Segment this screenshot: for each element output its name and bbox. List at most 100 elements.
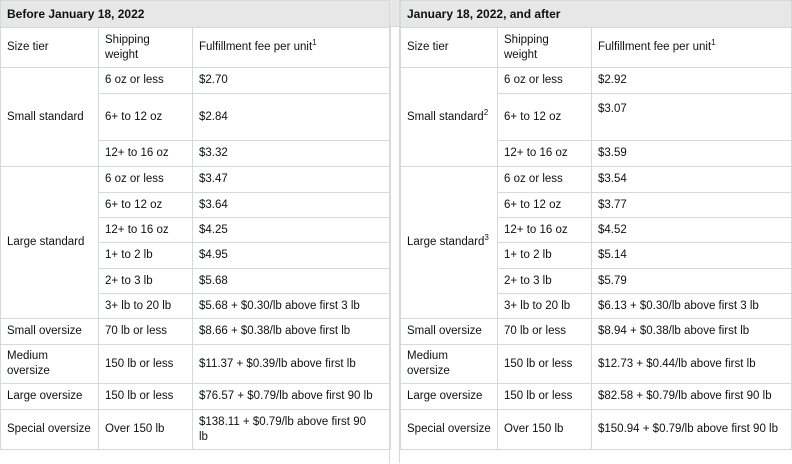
size-tier-cell-text: Special oversize bbox=[7, 423, 91, 435]
table-row: Small standard 6 oz or less $2.70 bbox=[0, 67, 391, 167]
shipping-weight-cell: 6 oz or less bbox=[497, 67, 592, 94]
table-row: Special oversize Over 150 lb $150.94 + $0.… bbox=[400, 409, 792, 450]
fee-cell-text: $76.57 + $0.79/lb above first 90 lb bbox=[199, 390, 373, 402]
fee-cell: $8.66 + $0.38/lb above first lb bbox=[192, 318, 391, 345]
fee-cell: $3.32 bbox=[192, 140, 391, 167]
fee-cell-text: $82.58 + $0.79/lb above first 90 lb bbox=[598, 390, 772, 402]
header-shipping-weight-text: Shipping weight bbox=[105, 33, 150, 61]
size-tier-cell: Small standard2 bbox=[400, 67, 498, 167]
size-tier-cell: Special oversize bbox=[400, 409, 498, 450]
shipping-weight-cell-text: 12+ to 16 oz bbox=[504, 147, 568, 159]
shipping-weight-cell: 6 oz or less bbox=[497, 166, 592, 193]
fee-cell: $2.84 bbox=[192, 93, 391, 141]
shipping-weight-cell: 12+ to 16 oz bbox=[98, 140, 193, 167]
size-tier-cell-text: Large standard bbox=[7, 236, 85, 248]
fee-cell-text: $5.79 bbox=[598, 274, 627, 287]
fee-cell-text: $138.11 + $0.79/lb above first 90 lb bbox=[199, 415, 366, 443]
header-shipping-weight-text: Shipping weight bbox=[504, 33, 549, 61]
shipping-weight-cell-text: 1+ to 2 lb bbox=[504, 249, 552, 261]
fee-cell: $82.58 + $0.79/lb above first 90 lb bbox=[590, 383, 792, 410]
fee-cell: $3.77 bbox=[590, 192, 792, 218]
shipping-weight-cell-text: Over 150 lb bbox=[105, 423, 165, 435]
table-row: 6+ to 12 oz $2.84 bbox=[1, 93, 391, 141]
size-tier-cell-text: Large standard bbox=[407, 236, 485, 248]
fee-cell: $5.68 + $0.30/lb above first 3 lb bbox=[192, 293, 391, 319]
shipping-weight-cell-text: 6+ to 12 oz bbox=[105, 110, 163, 123]
fee-table-before: Before January 18, 2022 Size tier Shipping… bbox=[0, 0, 391, 450]
table-divider bbox=[389, 0, 400, 463]
shipping-weight-cell: 6 oz or less bbox=[98, 166, 193, 193]
shipping-weight-cell-text: Over 150 lb bbox=[504, 423, 564, 435]
header-fulfillment-fee-text: Fulfillment fee per unit bbox=[199, 41, 313, 53]
footnote-ref: 2 bbox=[483, 107, 489, 117]
footnote-ref: 1 bbox=[711, 38, 716, 48]
shipping-weight-cell-text: 6 oz or less bbox=[105, 173, 164, 185]
shipping-weight-cell: 6 oz or less bbox=[98, 67, 193, 94]
size-tier-cell-text: Medium oversize bbox=[407, 350, 450, 377]
size-tier-cell: Large standard3 bbox=[400, 166, 498, 319]
table-row: 1+ to 2 lb $5.14 bbox=[401, 242, 792, 269]
shipping-weight-cell-text: 150 lb or less bbox=[105, 390, 174, 402]
section-title: January 18, 2022, and after bbox=[399, 0, 792, 28]
shipping-weight-cell: 1+ to 2 lb bbox=[497, 242, 592, 269]
header-size-tier: Size tier bbox=[0, 27, 99, 68]
fee-cell-text: $12.73 + $0.44/lb above first lb bbox=[598, 357, 756, 370]
section-title-text: Before January 18, 2022 bbox=[7, 6, 145, 21]
table-row: 3+ lb to 20 lb $5.68 + $0.30/lb above fir… bbox=[1, 293, 391, 319]
size-tier-cell-text: Large oversize bbox=[7, 390, 83, 402]
shipping-weight-cell: 70 lb or less bbox=[497, 318, 592, 345]
fee-cell: $5.79 bbox=[590, 268, 792, 294]
shipping-weight-cell-text: 6 oz or less bbox=[504, 74, 563, 86]
shipping-weight-cell-text: 6+ to 12 oz bbox=[504, 198, 562, 211]
fee-table-after: January 18, 2022, and after Size tier Ship… bbox=[399, 0, 792, 450]
size-tier-cell: Small oversize bbox=[400, 318, 498, 345]
fee-cell-text: $2.92 bbox=[598, 74, 627, 86]
fee-cell-text: $3.07 bbox=[598, 103, 627, 115]
fee-cell: $5.14 bbox=[590, 242, 792, 269]
fee-cell: $3.07 bbox=[590, 93, 792, 141]
shipping-weight-cell: 6+ to 12 oz bbox=[98, 93, 193, 141]
shipping-weight-cell: 6+ to 12 oz bbox=[497, 192, 592, 218]
fee-cell-text: $8.66 + $0.38/lb above first lb bbox=[199, 325, 351, 337]
fee-cell-text: $150.94 + $0.79/lb above first 90 lb bbox=[598, 423, 778, 435]
fee-cell: $3.47 bbox=[192, 166, 391, 193]
size-tier-cell: Large standard bbox=[0, 166, 99, 319]
shipping-weight-cell-text: 6+ to 12 oz bbox=[504, 110, 562, 123]
footnote-ref: 3 bbox=[484, 233, 489, 243]
fee-cell-text: $5.14 bbox=[598, 249, 627, 261]
size-tier-cell: Medium oversize bbox=[0, 344, 99, 384]
section-title: Before January 18, 2022 bbox=[0, 0, 391, 28]
shipping-weight-cell: 6+ to 12 oz bbox=[497, 93, 592, 141]
fee-cell: $3.54 bbox=[590, 166, 792, 193]
shipping-weight-cell-text: 12+ to 16 oz bbox=[105, 223, 169, 236]
shipping-weight-cell: 2+ to 3 lb bbox=[497, 268, 592, 294]
size-tier-cell: Large oversize bbox=[0, 383, 99, 410]
shipping-weight-cell: 6+ to 12 oz bbox=[98, 192, 193, 218]
shipping-weight-cell-text: 70 lb or less bbox=[105, 325, 168, 337]
fee-cell: $76.57 + $0.79/lb above first 90 lb bbox=[192, 383, 391, 410]
size-tier-cell-text: Special oversize bbox=[407, 423, 491, 435]
size-tier-cell-text: Small standard bbox=[7, 110, 84, 123]
shipping-weight-cell: 150 lb or less bbox=[98, 344, 193, 384]
size-tier-cell: Special oversize bbox=[0, 409, 99, 450]
section-title-text: January 18, 2022, and after bbox=[407, 6, 561, 21]
fee-cell-text: $2.84 bbox=[199, 110, 228, 123]
fee-cell-text: $3.77 bbox=[598, 198, 627, 211]
shipping-weight-cell-text: 3+ lb to 20 lb bbox=[504, 299, 571, 312]
shipping-weight-cell: 1+ to 2 lb bbox=[98, 242, 193, 269]
table-row: 6+ to 12 oz $3.77 bbox=[401, 192, 792, 218]
shipping-weight-cell-text: 150 lb or less bbox=[504, 390, 573, 402]
fee-cell-text: $3.47 bbox=[199, 173, 228, 185]
size-tier-cell: Large oversize bbox=[400, 383, 498, 410]
fee-cell-text: $2.70 bbox=[199, 74, 228, 86]
fee-cell: $4.52 bbox=[590, 217, 792, 243]
shipping-weight-cell: 12+ to 16 oz bbox=[98, 217, 193, 243]
header-shipping-weight: Shipping weight bbox=[98, 27, 193, 68]
fee-cell-text: $4.95 bbox=[199, 249, 228, 261]
fee-cell: $3.64 bbox=[192, 192, 391, 218]
table-row: Small oversize 70 lb or less $8.66 + $0.38… bbox=[0, 318, 391, 345]
table-row: Medium oversize 150 lb or less $12.73 + $0… bbox=[400, 344, 792, 384]
header-size-tier-text: Size tier bbox=[7, 41, 49, 53]
size-tier-cell-text: Large oversize bbox=[407, 390, 483, 402]
